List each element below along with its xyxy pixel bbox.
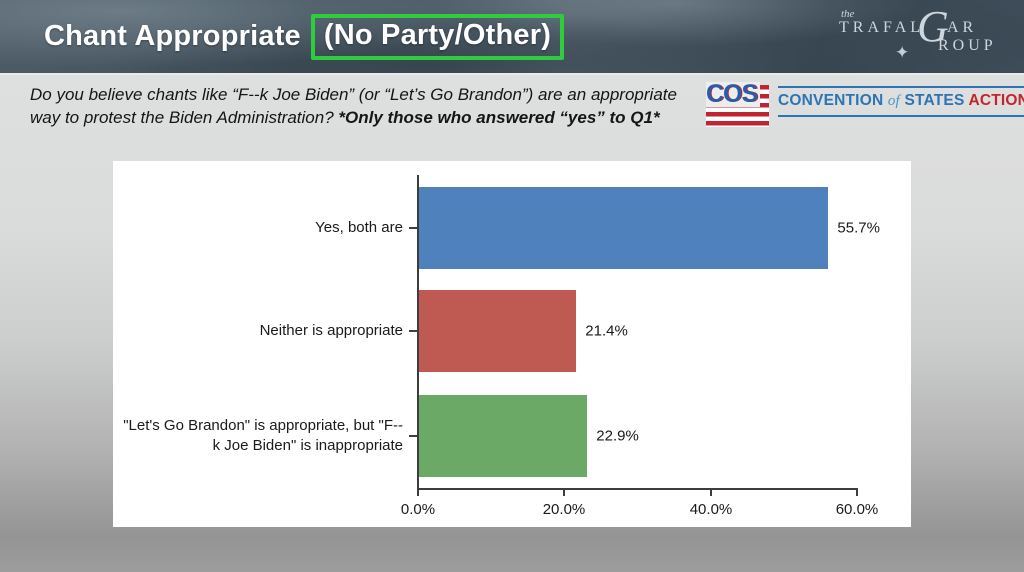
x-tick-label: 20.0% <box>542 501 586 518</box>
x-tick <box>710 490 712 496</box>
trafalgar-the: the <box>841 8 855 20</box>
x-tick-label: 0.0% <box>400 501 436 518</box>
compass-star-icon: ✦ <box>895 43 910 62</box>
trafalgar-g: G <box>917 2 949 51</box>
bar-row-neither: Neither is appropriate 21.4% <box>113 290 911 372</box>
bar-row-lets-go-brandon: "Let's Go Brandon" is appropriate, but "… <box>113 395 911 477</box>
title-text: Chant Appropriate <box>44 20 301 52</box>
cos-acronym: COS <box>706 82 761 107</box>
x-tick <box>417 490 419 496</box>
convention-of-states-logo: COS CONVENTION of STATES ACTION <box>706 82 1024 127</box>
bar-neither <box>419 290 577 372</box>
chart-card: Yes, both are 55.7% Neither is appropria… <box>113 161 911 527</box>
bar-lets-go-brandon <box>419 395 588 477</box>
cos-wordmark: CONVENTION of STATES ACTION <box>778 86 1024 117</box>
x-tick <box>856 490 858 496</box>
bar-row-yes-both: Yes, both are 55.7% <box>113 187 911 269</box>
bar-value-label: 55.7% <box>837 219 880 237</box>
cos-action: ACTION <box>968 92 1024 109</box>
y-axis-line <box>417 175 419 490</box>
category-label: Neither is appropriate <box>259 321 403 339</box>
cos-states: STATES <box>904 92 965 109</box>
trafalgar-ar: AR <box>947 19 978 36</box>
cos-of: of <box>887 93 900 109</box>
bar-value-label: 21.4% <box>585 322 628 340</box>
survey-question-note: *Only those who answered “yes” to Q1* <box>338 107 660 127</box>
bar-value-label: 22.9% <box>596 427 639 445</box>
bar-yes-both <box>419 187 829 269</box>
trafalgar-line1: TRAFAL <box>839 19 925 36</box>
x-axis-line <box>417 488 858 490</box>
survey-question: Do you believe chants like “F--k Joe Bid… <box>30 84 706 129</box>
cos-flag-icon: COS <box>706 82 769 127</box>
x-tick-label: 40.0% <box>689 501 733 518</box>
survey-question-text: Do you believe chants like “F--k Joe Bid… <box>30 85 677 127</box>
cos-convention: CONVENTION <box>778 92 884 109</box>
title-highlight-boxed: (No Party/Other) <box>310 13 565 60</box>
trafalgar-group-logo: the TRAFAL G AR ROUP ✦ <box>825 2 1000 67</box>
category-label: "Let's Go Brandon" is appropriate, but "… <box>123 416 403 454</box>
header-cloud-band: Chant Appropriate (No Party/Other) the T… <box>0 0 1024 75</box>
page-title: Chant Appropriate (No Party/Other) <box>44 0 565 73</box>
x-tick-label: 60.0% <box>835 501 879 518</box>
x-tick <box>563 490 565 496</box>
category-label: Yes, both are <box>315 218 403 236</box>
trafalgar-group-word: ROUP <box>938 37 997 54</box>
